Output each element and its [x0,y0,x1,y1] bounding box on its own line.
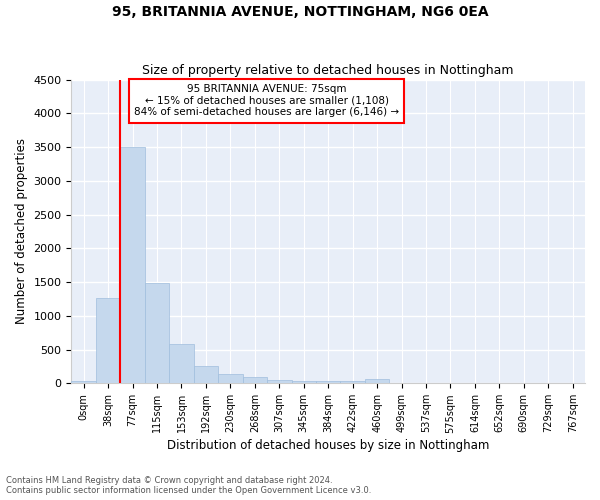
Text: 95 BRITANNIA AVENUE: 75sqm
← 15% of detached houses are smaller (1,108)
84% of s: 95 BRITANNIA AVENUE: 75sqm ← 15% of deta… [134,84,399,117]
Text: Contains HM Land Registry data © Crown copyright and database right 2024.
Contai: Contains HM Land Registry data © Crown c… [6,476,371,495]
Y-axis label: Number of detached properties: Number of detached properties [15,138,28,324]
Bar [292,382,316,384]
X-axis label: Distribution of detached houses by size in Nottingham: Distribution of detached houses by size … [167,440,490,452]
Bar [121,147,145,384]
Bar [145,284,169,384]
Text: 95, BRITANNIA AVENUE, NOTTINGHAM, NG6 0EA: 95, BRITANNIA AVENUE, NOTTINGHAM, NG6 0E… [112,5,488,19]
Bar [365,380,389,384]
Bar [316,382,340,384]
Bar [71,382,96,384]
Bar [194,366,218,384]
Bar [340,381,365,384]
Bar [169,344,194,384]
Bar [242,378,267,384]
Bar [218,374,242,384]
Bar [267,380,292,384]
Title: Size of property relative to detached houses in Nottingham: Size of property relative to detached ho… [142,64,514,77]
Bar [96,298,121,384]
